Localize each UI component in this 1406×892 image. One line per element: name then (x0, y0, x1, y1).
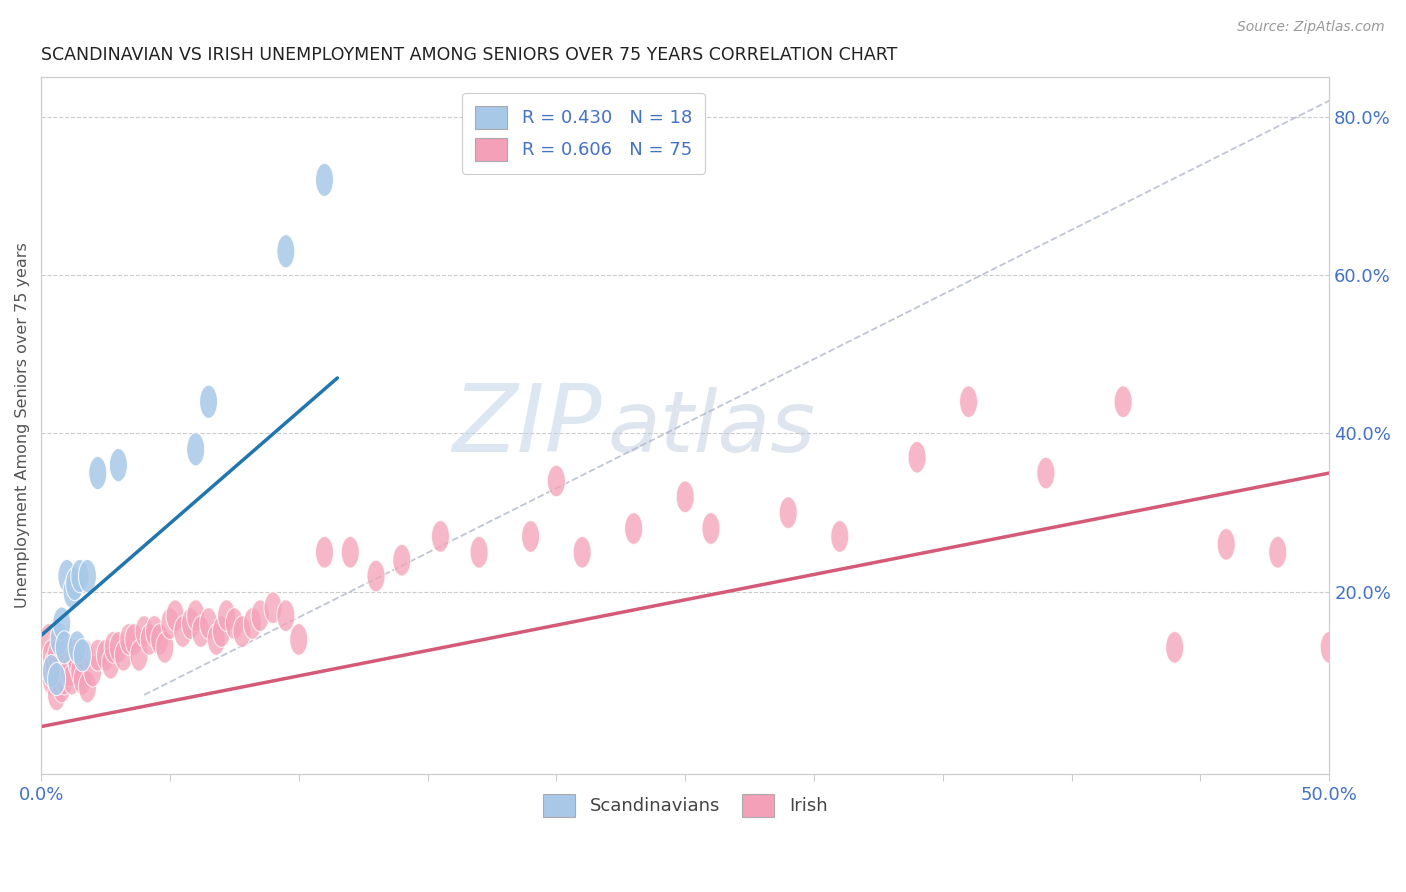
Ellipse shape (432, 521, 450, 552)
Ellipse shape (676, 481, 695, 513)
Ellipse shape (200, 607, 218, 640)
Ellipse shape (45, 648, 63, 679)
Ellipse shape (67, 648, 86, 679)
Text: Source: ZipAtlas.com: Source: ZipAtlas.com (1237, 20, 1385, 34)
Ellipse shape (60, 656, 79, 687)
Ellipse shape (141, 624, 159, 656)
Ellipse shape (1166, 632, 1184, 663)
Ellipse shape (97, 640, 114, 671)
Ellipse shape (1036, 458, 1054, 489)
Ellipse shape (51, 623, 67, 657)
Ellipse shape (48, 663, 66, 696)
Ellipse shape (233, 615, 252, 648)
Ellipse shape (315, 163, 333, 196)
Ellipse shape (42, 655, 60, 688)
Ellipse shape (1218, 528, 1236, 560)
Ellipse shape (212, 615, 231, 648)
Ellipse shape (52, 648, 70, 679)
Ellipse shape (156, 632, 174, 663)
Ellipse shape (70, 656, 89, 687)
Ellipse shape (67, 631, 86, 664)
Y-axis label: Unemployment Among Seniors over 75 years: Unemployment Among Seniors over 75 years (15, 243, 30, 608)
Ellipse shape (181, 607, 200, 640)
Ellipse shape (207, 624, 225, 656)
Ellipse shape (42, 640, 60, 671)
Ellipse shape (290, 624, 308, 656)
Ellipse shape (191, 615, 209, 648)
Ellipse shape (63, 575, 82, 608)
Ellipse shape (315, 536, 333, 568)
Ellipse shape (342, 536, 360, 568)
Ellipse shape (83, 656, 101, 687)
Ellipse shape (624, 513, 643, 544)
Ellipse shape (264, 592, 283, 624)
Ellipse shape (831, 521, 849, 552)
Ellipse shape (187, 433, 205, 466)
Ellipse shape (66, 640, 83, 671)
Ellipse shape (200, 385, 218, 418)
Ellipse shape (187, 599, 205, 632)
Ellipse shape (55, 663, 73, 695)
Ellipse shape (125, 624, 143, 656)
Ellipse shape (73, 663, 91, 695)
Ellipse shape (110, 632, 128, 663)
Ellipse shape (522, 521, 540, 552)
Ellipse shape (101, 648, 120, 679)
Ellipse shape (959, 386, 977, 417)
Ellipse shape (120, 624, 138, 656)
Ellipse shape (225, 607, 243, 640)
Ellipse shape (63, 663, 82, 695)
Text: ZIP: ZIP (451, 380, 602, 471)
Ellipse shape (79, 559, 97, 592)
Ellipse shape (1114, 386, 1132, 417)
Ellipse shape (42, 663, 60, 695)
Ellipse shape (58, 559, 76, 592)
Ellipse shape (779, 497, 797, 528)
Ellipse shape (48, 640, 66, 671)
Ellipse shape (104, 632, 122, 663)
Ellipse shape (574, 536, 591, 568)
Ellipse shape (110, 449, 128, 482)
Ellipse shape (908, 442, 927, 473)
Ellipse shape (55, 631, 73, 664)
Ellipse shape (58, 656, 76, 687)
Ellipse shape (166, 599, 184, 632)
Ellipse shape (547, 465, 565, 497)
Ellipse shape (89, 640, 107, 671)
Ellipse shape (45, 656, 63, 687)
Ellipse shape (52, 607, 70, 640)
Ellipse shape (218, 599, 236, 632)
Ellipse shape (277, 235, 295, 268)
Ellipse shape (145, 615, 163, 648)
Ellipse shape (243, 607, 262, 640)
Ellipse shape (39, 624, 58, 656)
Ellipse shape (70, 559, 89, 592)
Ellipse shape (135, 615, 153, 648)
Ellipse shape (702, 513, 720, 544)
Ellipse shape (367, 560, 385, 592)
Legend: Scandinavians, Irish: Scandinavians, Irish (536, 787, 835, 824)
Ellipse shape (150, 624, 169, 656)
Ellipse shape (52, 671, 70, 703)
Ellipse shape (1268, 536, 1286, 568)
Ellipse shape (51, 663, 67, 695)
Ellipse shape (58, 640, 76, 671)
Ellipse shape (252, 599, 269, 632)
Ellipse shape (76, 640, 94, 671)
Ellipse shape (129, 640, 148, 671)
Text: atlas: atlas (607, 387, 815, 470)
Ellipse shape (470, 536, 488, 568)
Ellipse shape (66, 567, 83, 600)
Ellipse shape (160, 607, 179, 640)
Ellipse shape (89, 457, 107, 490)
Ellipse shape (1320, 632, 1339, 663)
Ellipse shape (174, 615, 191, 648)
Ellipse shape (114, 640, 132, 671)
Text: SCANDINAVIAN VS IRISH UNEMPLOYMENT AMONG SENIORS OVER 75 YEARS CORRELATION CHART: SCANDINAVIAN VS IRISH UNEMPLOYMENT AMONG… (41, 46, 897, 64)
Ellipse shape (73, 639, 91, 672)
Ellipse shape (277, 599, 295, 632)
Ellipse shape (48, 679, 66, 711)
Ellipse shape (392, 544, 411, 576)
Ellipse shape (79, 671, 97, 703)
